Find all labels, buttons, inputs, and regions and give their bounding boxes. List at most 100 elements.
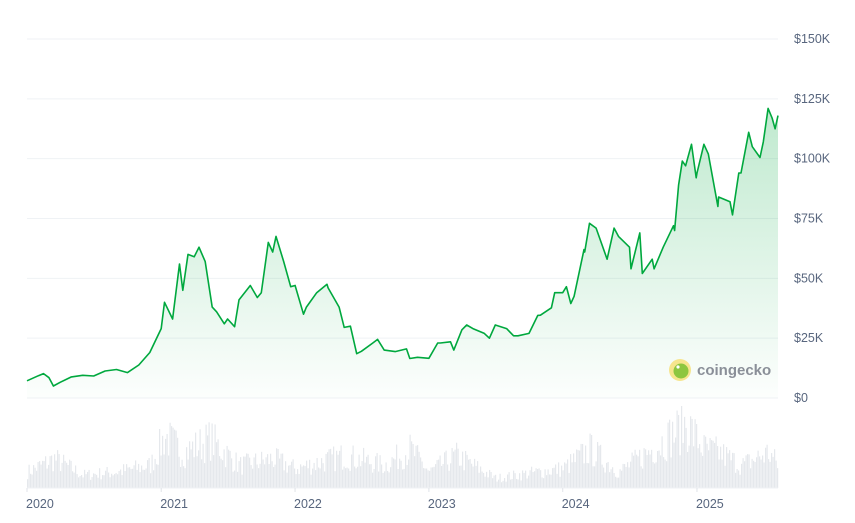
volume-bar [376, 453, 378, 488]
volume-bar [27, 479, 29, 488]
volume-bar [297, 469, 299, 488]
volume-bar [417, 445, 419, 488]
volume-bar [340, 445, 342, 488]
volume-bar [85, 474, 87, 488]
volume-bar [496, 481, 498, 488]
volume-bar [286, 472, 288, 488]
y-tick-label: $100K [794, 152, 831, 166]
volume-bar [759, 456, 761, 488]
volume-bar [553, 467, 555, 488]
volume-bar [249, 457, 251, 488]
volume-bar [184, 468, 186, 488]
volume-bar [666, 461, 668, 488]
volume-bar [606, 462, 608, 488]
volume-bar [166, 433, 168, 488]
volume-bar [72, 471, 74, 488]
volume-bar [144, 469, 146, 488]
volume-bar [222, 460, 224, 488]
volume-bar [510, 479, 512, 488]
price-line [26, 107, 779, 387]
volume-bar [669, 419, 671, 488]
volume-bar [381, 464, 383, 488]
volume-bar [507, 474, 509, 488]
volume-bar [637, 456, 639, 488]
volume-bar [720, 446, 722, 488]
volume-bar [642, 468, 644, 488]
volume-bar [562, 470, 564, 488]
volume-bar [633, 455, 635, 488]
volume-bar [129, 467, 131, 488]
volume-bar [661, 436, 663, 488]
volume-bar [298, 473, 300, 488]
volume-bar [411, 441, 413, 488]
volume-bar [421, 461, 423, 488]
volume-bar [505, 481, 507, 488]
volume-bar [573, 453, 575, 488]
volume-bar [393, 458, 395, 488]
volume-bar [441, 465, 443, 488]
volume-bar [540, 470, 542, 488]
volume-bar [52, 471, 54, 488]
volume-bar [246, 453, 248, 488]
volume-bar [382, 472, 384, 488]
volume-bar [682, 442, 684, 488]
volume-bar [216, 442, 218, 488]
volume-bar [511, 479, 513, 488]
volume-bar [130, 468, 132, 488]
volume-bar [57, 450, 59, 488]
volume-bar [159, 429, 161, 488]
volume-bar [228, 449, 230, 488]
volume-bar [178, 456, 180, 488]
volume-bar [534, 471, 536, 488]
volume-bar [574, 462, 576, 488]
volume-bar [517, 479, 519, 488]
volume-bar [544, 469, 546, 488]
volume-bar [645, 449, 647, 488]
volume-bar [588, 463, 590, 488]
volume-bar [384, 471, 386, 488]
volume-bar [693, 446, 695, 488]
volume-bar [45, 456, 47, 488]
volume-bar [768, 459, 770, 488]
volume-bar [70, 460, 72, 488]
volume-bar [624, 464, 626, 488]
volume-bar [147, 460, 149, 488]
volume-bar [634, 449, 636, 488]
volume-bar [117, 474, 119, 488]
volume-bar [628, 467, 630, 488]
volume-bar [169, 422, 171, 488]
volume-bar [450, 463, 452, 488]
volume-bar [202, 443, 204, 488]
volume-bar [621, 470, 623, 488]
volume-bar [214, 424, 216, 488]
volume-bar [648, 450, 650, 488]
volume-bar [735, 472, 737, 488]
volume-bar [625, 466, 627, 488]
volume-bar [550, 474, 552, 488]
volume-bar [234, 470, 236, 488]
volume-bar [366, 456, 368, 488]
volume-bar [552, 468, 554, 488]
volume-bar [252, 468, 254, 488]
volume-bar [28, 464, 30, 488]
volume-bar [370, 464, 372, 488]
volume-bar [268, 464, 270, 488]
volume-bar [274, 464, 276, 488]
volume-bar [717, 445, 719, 488]
volume-bar [300, 464, 302, 488]
volume-bar [49, 456, 51, 488]
volume-bar [154, 458, 156, 488]
volume-bar [123, 464, 125, 488]
volume-bar [732, 452, 734, 488]
volume-bar [636, 454, 638, 488]
volume-bar [681, 406, 683, 488]
volume-bar [543, 478, 545, 488]
volume-bar [354, 466, 356, 488]
volume-bar [226, 445, 228, 488]
volume-bar [438, 459, 440, 488]
volume-bar [538, 468, 540, 488]
volume-bar [639, 449, 641, 488]
volume-bar [613, 472, 615, 488]
